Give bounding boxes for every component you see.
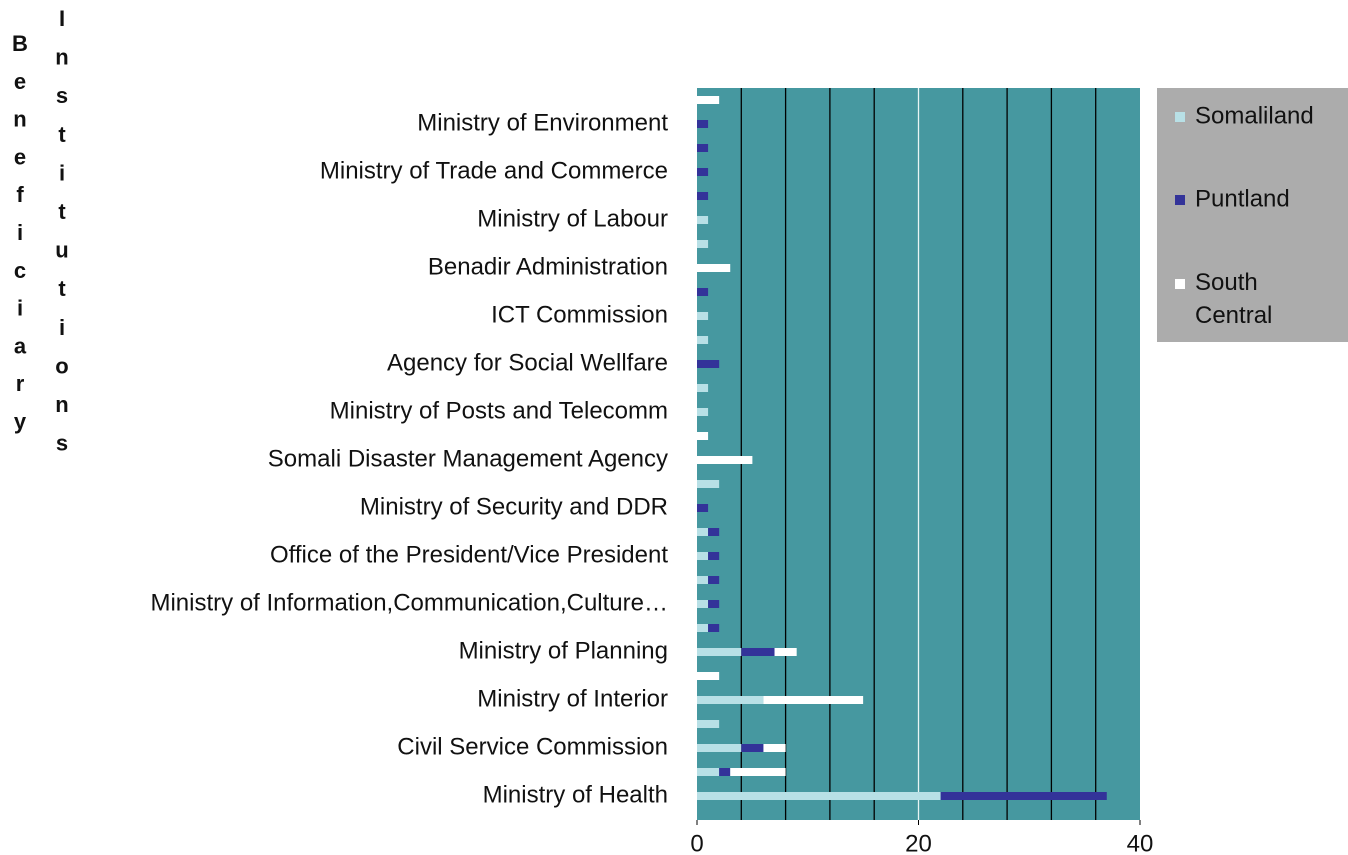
legend-swatch [1175, 112, 1185, 122]
category-label: Somali Disaster Management Agency [268, 445, 668, 472]
bar-segment [708, 600, 720, 608]
bar-segment [697, 648, 742, 656]
category-label: Agency for Social Wellfare [387, 349, 668, 376]
bar-segment [708, 552, 720, 560]
legend-label: South Central [1195, 269, 1272, 329]
legend-swatch [1175, 279, 1185, 289]
bar-segment [730, 768, 786, 776]
x-tick-label: 40 [1127, 830, 1154, 855]
bar-segment [697, 288, 709, 296]
bar-segment [708, 624, 720, 632]
bar-segment [697, 96, 720, 104]
bar-segment [741, 744, 764, 752]
bar-segment [697, 480, 720, 488]
bar-segment [697, 528, 709, 536]
bar-segment [697, 144, 709, 152]
bar-segment [697, 744, 742, 752]
category-label: Civil Service Commission [397, 733, 668, 760]
bar-segment [697, 672, 720, 680]
bar-segment [697, 120, 709, 128]
category-label: Ministry of Posts and Telecomm [330, 397, 668, 424]
bar-segment [697, 624, 709, 632]
bar-segment [940, 792, 1107, 800]
bar-segment [697, 552, 709, 560]
category-label: Ministry of Health [483, 781, 668, 808]
category-label: Ministry of Information,Communication,Cu… [150, 589, 668, 616]
bar-segment [697, 768, 720, 776]
bar-segment [697, 504, 709, 512]
legend-box [1157, 88, 1348, 342]
bar-segment [697, 720, 720, 728]
legend-label: Puntland [1195, 185, 1290, 212]
bar-segment [697, 264, 731, 272]
legend-swatch [1175, 195, 1185, 205]
bar-segment [697, 336, 709, 344]
bar-segment [697, 696, 764, 704]
bar-segment [697, 408, 709, 416]
bar-segment [708, 528, 720, 536]
category-label: Ministry of Trade and Commerce [320, 157, 668, 184]
category-label: Office of the President/Vice President [270, 541, 668, 568]
bar-segment [763, 696, 864, 704]
category-label: ICT Commission [491, 301, 668, 328]
bar-segment [697, 576, 709, 584]
bar-segment [741, 648, 775, 656]
category-label: Ministry of Labour [477, 205, 668, 232]
category-label: Ministry of Interior [477, 685, 668, 712]
bar-segment [697, 456, 753, 464]
bar-segment [697, 792, 941, 800]
bar-segment [774, 648, 797, 656]
category-label: Ministry of Environment [417, 109, 668, 136]
bar-segment [697, 192, 709, 200]
bar-segment [697, 384, 709, 392]
bar-segment [697, 360, 720, 368]
bar-segment [697, 432, 709, 440]
legend-label: Somaliland [1195, 102, 1314, 129]
category-label: Ministry of Security and DDR [360, 493, 668, 520]
bar-segment [708, 576, 720, 584]
category-label: Benadir Administration [428, 253, 668, 280]
bar-segment [719, 768, 731, 776]
category-label: Ministry of Planning [459, 637, 668, 664]
bar-segment [697, 168, 709, 176]
bar-segment [697, 216, 709, 224]
x-tick-label: 20 [905, 830, 932, 855]
bar-segment [763, 744, 786, 752]
bar-segment [697, 600, 709, 608]
x-tick-label: 0 [690, 830, 703, 855]
bar-segment [697, 312, 709, 320]
bar-segment [697, 240, 709, 248]
